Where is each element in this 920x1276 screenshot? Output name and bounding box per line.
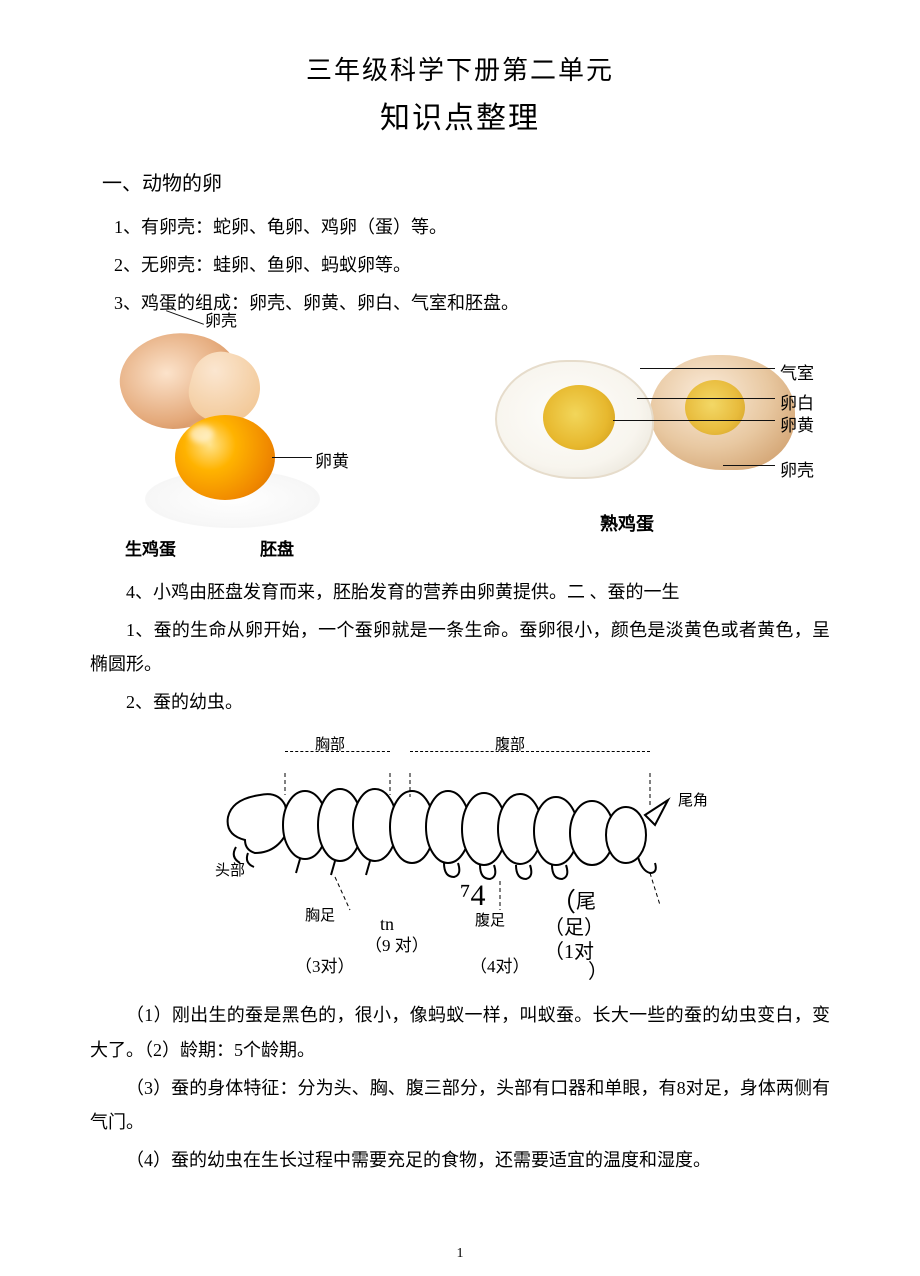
s1-para-2: 2、无卵壳：蛙卵、鱼卵、蚂蚁卵等。 (114, 248, 830, 282)
boiled-yolk-back (685, 380, 745, 435)
tail-foot-l2: （足） (544, 916, 608, 940)
title-line-1: 三年级科学下册第二单元 (90, 50, 830, 87)
label-thorax: 胸部 (315, 733, 345, 754)
figures-row: 卵黄 生鸡蛋 胚盘 气室 卵白 卵黄 卵壳 熟鸡蛋 (90, 325, 830, 565)
label-egg-shell: 卵壳 (780, 456, 814, 481)
label-air-chamber: 气室 (780, 359, 814, 384)
label-4pair: （4对） (470, 952, 530, 977)
tail-foot-block: （ 尾 （足） （1对 ） (550, 890, 608, 984)
tail-foot-l1: 尾 (576, 890, 596, 914)
leader-line-shell2 (723, 465, 775, 466)
caption-germ-disc: 胚盘 (260, 535, 294, 560)
document-page: 三年级科学下册第二单元 知识点整理 一、动物的卵 1、有卵壳：蛇卵、龟卵、鸡卵（… (0, 0, 920, 1276)
boiled-yolk-front (543, 385, 615, 450)
tail-foot-l4: ） (588, 960, 608, 984)
s2-para-5: （4）蚕的幼虫在生长过程中需要充足的食物，还需要适宜的温度和湿度。 (90, 1143, 830, 1177)
label-9pair: （9 对） (365, 931, 429, 956)
label-egg-yolk: 卵黄 (780, 411, 814, 436)
s2-para-2: 2、蚕的幼虫。 (90, 685, 830, 719)
yolk-raw-shape (175, 415, 275, 500)
label-thoracic-leg: 胸足 (305, 904, 335, 925)
raw-egg-figure: 卵黄 生鸡蛋 胚盘 (90, 325, 390, 565)
section-1-heading: 一、动物的卵 (102, 167, 830, 196)
label-head: 头部 (215, 859, 245, 880)
leader-line-yolk (272, 457, 312, 458)
s1-para-4: 4、小鸡由胚盘发育而来，胚胎发育的营养由卵黄提供。二 、蚕的一生 (90, 575, 830, 609)
s2-para-1: 1、蚕的生命从卵开始，一个蚕卵就是一条生命。蚕卵很小，颜色是淡黄色或者黄色，呈椭… (90, 613, 830, 681)
leader-line-white (637, 398, 775, 399)
caption-raw-egg: 生鸡蛋 (125, 535, 176, 560)
label-abdomen: 腹部 (495, 733, 525, 754)
label-3pair: （3对） (295, 952, 355, 977)
leader-line-yolk2 (613, 420, 775, 421)
boiled-egg-figure: 气室 卵白 卵黄 卵壳 熟鸡蛋 (430, 325, 830, 565)
label-yolk: 卵黄 (315, 447, 349, 472)
caption-boiled-egg: 熟鸡蛋 (600, 510, 654, 536)
silkworm-figure: 胸部 腹部 尾角 (200, 739, 720, 954)
s2-para-3: （1）刚出生的蚕是黑色的，很小，像蚂蚁一样，叫蚁蚕。长大一些的蚕的幼虫变白，变大… (90, 998, 830, 1066)
label-74: ⁷4 (460, 879, 485, 913)
tail-foot-paren: （ (550, 890, 576, 916)
title-line-2: 知识点整理 (90, 93, 830, 137)
s2-para-4: （3）蚕的身体特征：分为头、胸、腹三部分，头部有口器和单眼，有8对足，身体两侧有… (90, 1071, 830, 1139)
page-number: 1 (0, 1246, 920, 1262)
s1-para-1: 1、有卵壳：蛇卵、龟卵、鸡卵（蛋）等。 (114, 210, 830, 244)
bracket-abdomen (410, 751, 650, 752)
leader-line-air (640, 368, 775, 369)
